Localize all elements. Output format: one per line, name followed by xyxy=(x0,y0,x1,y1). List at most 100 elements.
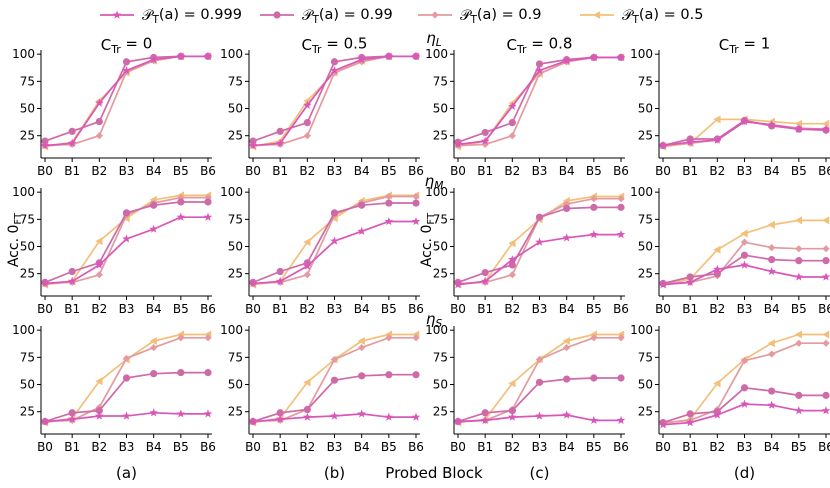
data-point xyxy=(740,384,749,392)
data-point xyxy=(508,132,516,140)
x-tick-label: B5 xyxy=(586,440,602,454)
y-tick-label: 100 xyxy=(220,185,243,199)
data-point xyxy=(508,261,516,269)
x-tick-label: B5 xyxy=(173,164,189,178)
x-tick-label: B6 xyxy=(613,164,629,178)
data-point xyxy=(303,119,311,127)
panel: B0 B1 B2 B3 B4 B5 B6 25 50 75 100 xyxy=(425,47,629,178)
data-point xyxy=(713,410,722,419)
y-tick-label: 100 xyxy=(12,323,35,337)
x-tick-label: B6 xyxy=(818,302,830,316)
data-point xyxy=(203,409,213,418)
data-point xyxy=(411,412,421,421)
x-tick-label: B2 xyxy=(91,164,107,178)
data-point xyxy=(480,276,490,285)
y-axis-label: Acc. 0FT xyxy=(6,212,24,267)
data-point xyxy=(767,267,776,276)
data-point xyxy=(508,379,516,388)
data-point xyxy=(821,272,830,281)
data-point xyxy=(713,379,721,388)
x-tick-label: B0 xyxy=(37,440,53,454)
x-tick-label: B1 xyxy=(477,164,493,178)
legend-marker xyxy=(112,10,122,19)
data-point xyxy=(767,400,776,409)
data-point xyxy=(616,415,626,425)
x-tick-label: B4 xyxy=(764,440,780,454)
x-tick-label: B0 xyxy=(37,302,53,316)
data-point xyxy=(616,52,626,62)
data-point xyxy=(303,378,311,387)
data-point xyxy=(276,409,284,417)
data-point xyxy=(480,136,490,145)
data-point xyxy=(385,371,393,379)
data-point xyxy=(794,119,803,128)
data-point xyxy=(330,411,339,420)
x-tick-label: B6 xyxy=(200,164,216,178)
data-point xyxy=(150,370,158,378)
data-point xyxy=(617,374,625,382)
data-point xyxy=(150,201,158,209)
data-point xyxy=(149,337,157,346)
data-point xyxy=(384,51,394,60)
data-point xyxy=(590,195,598,203)
data-point xyxy=(177,198,185,206)
x-tick-label: B2 xyxy=(299,440,315,454)
data-point xyxy=(122,411,131,420)
data-point xyxy=(177,334,185,342)
data-point xyxy=(740,229,748,238)
y-tick-label: 100 xyxy=(425,323,448,337)
y-tick-label: 25 xyxy=(638,405,653,419)
legend-marker xyxy=(431,11,439,19)
data-point xyxy=(822,330,830,339)
data-point xyxy=(453,416,463,426)
x-tick-label: B5 xyxy=(586,302,602,316)
data-point xyxy=(176,51,186,60)
data-point xyxy=(276,127,284,135)
data-point xyxy=(822,216,830,225)
x-tick-label: B2 xyxy=(504,164,520,178)
y-tick-label: 25 xyxy=(638,267,653,281)
data-point xyxy=(95,237,103,246)
y-tick-label: 100 xyxy=(425,47,448,61)
y-tick-label: 50 xyxy=(638,240,653,254)
data-point xyxy=(685,418,695,427)
x-tick-label: B0 xyxy=(655,440,671,454)
data-point xyxy=(412,199,420,207)
data-point xyxy=(685,137,695,146)
data-point xyxy=(562,56,571,65)
x-tick-label: B0 xyxy=(450,440,466,454)
data-point xyxy=(589,415,599,425)
data-point xyxy=(821,124,830,133)
data-point xyxy=(768,255,776,264)
x-tick-label: B2 xyxy=(299,302,315,316)
data-point xyxy=(562,233,571,242)
data-point xyxy=(535,355,544,364)
x-tick-label: B3 xyxy=(119,164,135,178)
data-point xyxy=(822,339,830,347)
y-tick-label: 75 xyxy=(638,74,653,88)
column-title: CTr = 0.8 xyxy=(507,35,573,57)
data-point xyxy=(535,65,544,75)
data-point xyxy=(385,199,393,207)
data-point xyxy=(563,343,571,352)
data-point xyxy=(658,420,668,429)
data-point xyxy=(275,414,285,423)
panel: B0 B1 B2 B3 B4 B5 B6 25 50 75 100 xyxy=(425,323,629,454)
data-point xyxy=(822,257,830,265)
data-point xyxy=(67,276,77,285)
y-tick-label: 25 xyxy=(433,129,448,143)
data-point xyxy=(767,220,775,229)
data-point xyxy=(357,409,366,418)
panel: B0 B1 B2 B3 B4 B5 B6 25 50 75 100 xyxy=(12,323,216,454)
data-point xyxy=(412,334,420,342)
data-point xyxy=(303,412,312,421)
x-tick-label: B4 xyxy=(559,440,575,454)
data-point xyxy=(122,58,131,66)
y-tick-label: 100 xyxy=(220,323,243,337)
x-tick-label: B5 xyxy=(381,302,397,316)
y-tick-label: 25 xyxy=(20,129,35,143)
data-point xyxy=(275,138,285,147)
x-tick-label: B6 xyxy=(408,440,424,454)
x-tick-label: B3 xyxy=(532,440,548,454)
